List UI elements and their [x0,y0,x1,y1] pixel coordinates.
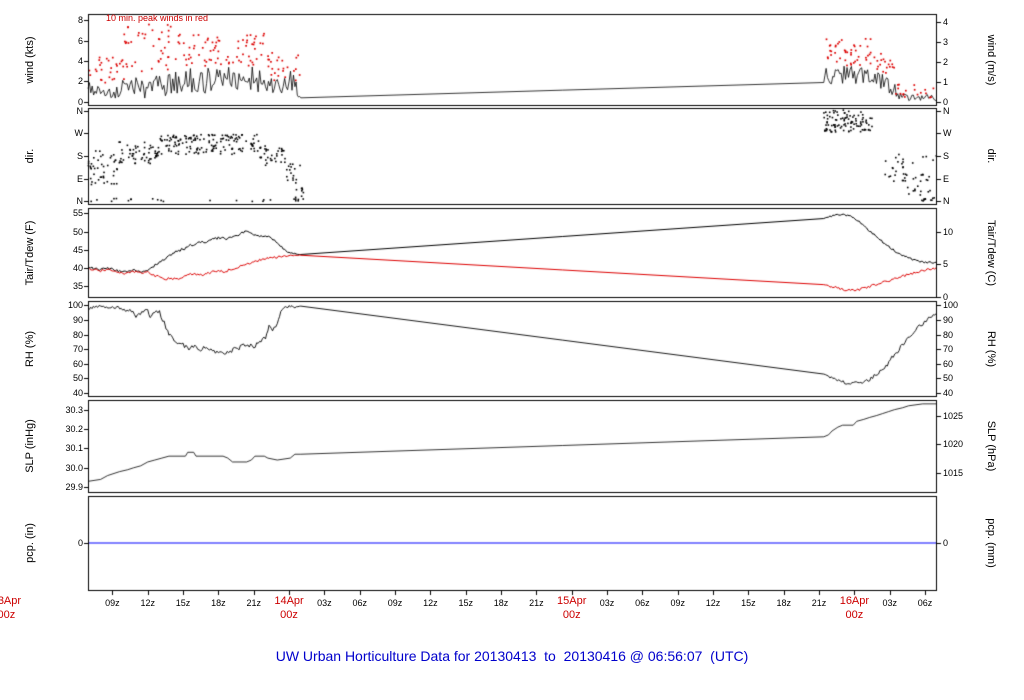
meteogram-canvas [0,0,1024,700]
meteogram: wind (kts) dir. Tair/Tdew (F) RH (%) SLP… [0,0,1024,700]
